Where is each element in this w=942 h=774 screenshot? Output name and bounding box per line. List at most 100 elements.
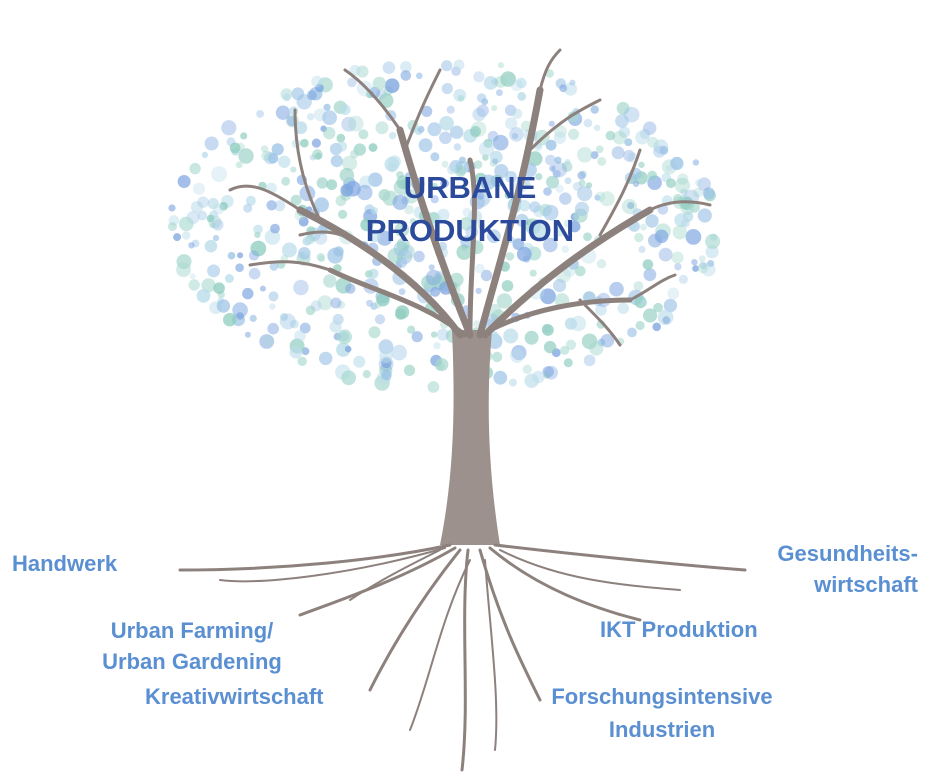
leaf	[543, 187, 552, 196]
leaf	[201, 278, 216, 293]
leaf	[659, 145, 669, 155]
leaf	[623, 149, 635, 162]
leaf	[176, 262, 191, 278]
leaf	[217, 291, 225, 299]
leaf	[338, 209, 348, 219]
leaf	[168, 222, 177, 232]
leaf	[596, 259, 607, 269]
leaf	[223, 313, 237, 327]
leaf	[545, 139, 557, 151]
leaf	[505, 252, 515, 261]
leaf	[627, 202, 635, 210]
leaf	[621, 198, 638, 215]
leaf	[611, 146, 625, 160]
leaf	[315, 152, 322, 160]
leaf	[473, 71, 485, 83]
leaf	[447, 164, 457, 175]
leaf	[543, 340, 557, 354]
leaf	[441, 160, 449, 168]
leaf	[290, 166, 297, 173]
leaf	[221, 120, 237, 136]
leaf	[168, 215, 180, 226]
leaf	[173, 233, 182, 242]
leaf	[540, 288, 556, 305]
label: Forschungsintensive	[551, 684, 772, 709]
leaf	[583, 232, 592, 242]
leaf	[388, 131, 397, 140]
leaf	[477, 192, 485, 200]
leaf	[623, 106, 640, 123]
leaf	[504, 191, 512, 199]
leaf	[281, 242, 297, 258]
leaf	[224, 274, 234, 283]
leaf	[553, 278, 567, 293]
leaf	[425, 269, 442, 286]
leaf	[674, 263, 682, 271]
leaf	[204, 136, 219, 151]
leaf	[431, 182, 438, 190]
leaf	[341, 370, 357, 386]
leaf	[344, 345, 352, 353]
leaf	[250, 240, 267, 257]
leaf	[512, 108, 523, 119]
leaf	[413, 250, 425, 263]
leaf	[658, 247, 673, 262]
leaf	[248, 250, 260, 261]
leaf	[229, 142, 241, 154]
leaf	[356, 65, 369, 78]
leaf	[237, 252, 244, 259]
leaf	[503, 328, 519, 344]
label: Kreativwirtschaft	[145, 684, 324, 709]
leaf	[213, 203, 225, 215]
leaf	[670, 156, 684, 170]
leaf	[554, 125, 567, 138]
leaf	[263, 335, 275, 347]
leaf	[692, 265, 699, 272]
leaf	[475, 287, 482, 295]
leaf	[207, 197, 219, 210]
leaf	[375, 121, 389, 135]
leaf	[577, 147, 593, 163]
label: Industrien	[609, 717, 715, 742]
leaf	[640, 299, 648, 307]
trunk	[440, 330, 500, 545]
leaf	[707, 259, 715, 267]
leaf	[512, 238, 525, 251]
leaf	[698, 255, 706, 263]
leaf	[672, 225, 688, 240]
leaf	[692, 159, 700, 166]
leaf	[189, 162, 201, 175]
leaf	[563, 358, 573, 368]
leaf	[336, 133, 346, 143]
leaf	[407, 325, 416, 334]
leaf	[337, 329, 352, 345]
leaf	[677, 173, 689, 185]
leaf	[306, 90, 317, 101]
leaf	[349, 64, 361, 76]
leaf	[605, 130, 616, 141]
leaf	[561, 161, 573, 172]
leaf	[267, 153, 279, 164]
leaf	[618, 126, 631, 138]
leaf	[368, 229, 381, 243]
leaf	[492, 134, 509, 151]
leaf	[638, 171, 645, 178]
leaf	[314, 231, 328, 245]
leaf	[357, 184, 373, 201]
leaf	[575, 265, 586, 277]
leaf	[396, 237, 410, 251]
leaf	[532, 370, 545, 384]
leaf	[370, 207, 378, 215]
leaf	[492, 158, 499, 165]
leaf	[182, 231, 191, 240]
leaf	[543, 237, 558, 253]
leaf	[378, 339, 394, 355]
leaf	[559, 192, 572, 205]
leaf	[192, 182, 206, 195]
leaf	[398, 288, 406, 295]
leaf	[569, 79, 576, 86]
leaf	[473, 160, 483, 169]
leaf	[522, 364, 532, 374]
leaf	[638, 245, 646, 253]
leaf	[278, 155, 291, 168]
